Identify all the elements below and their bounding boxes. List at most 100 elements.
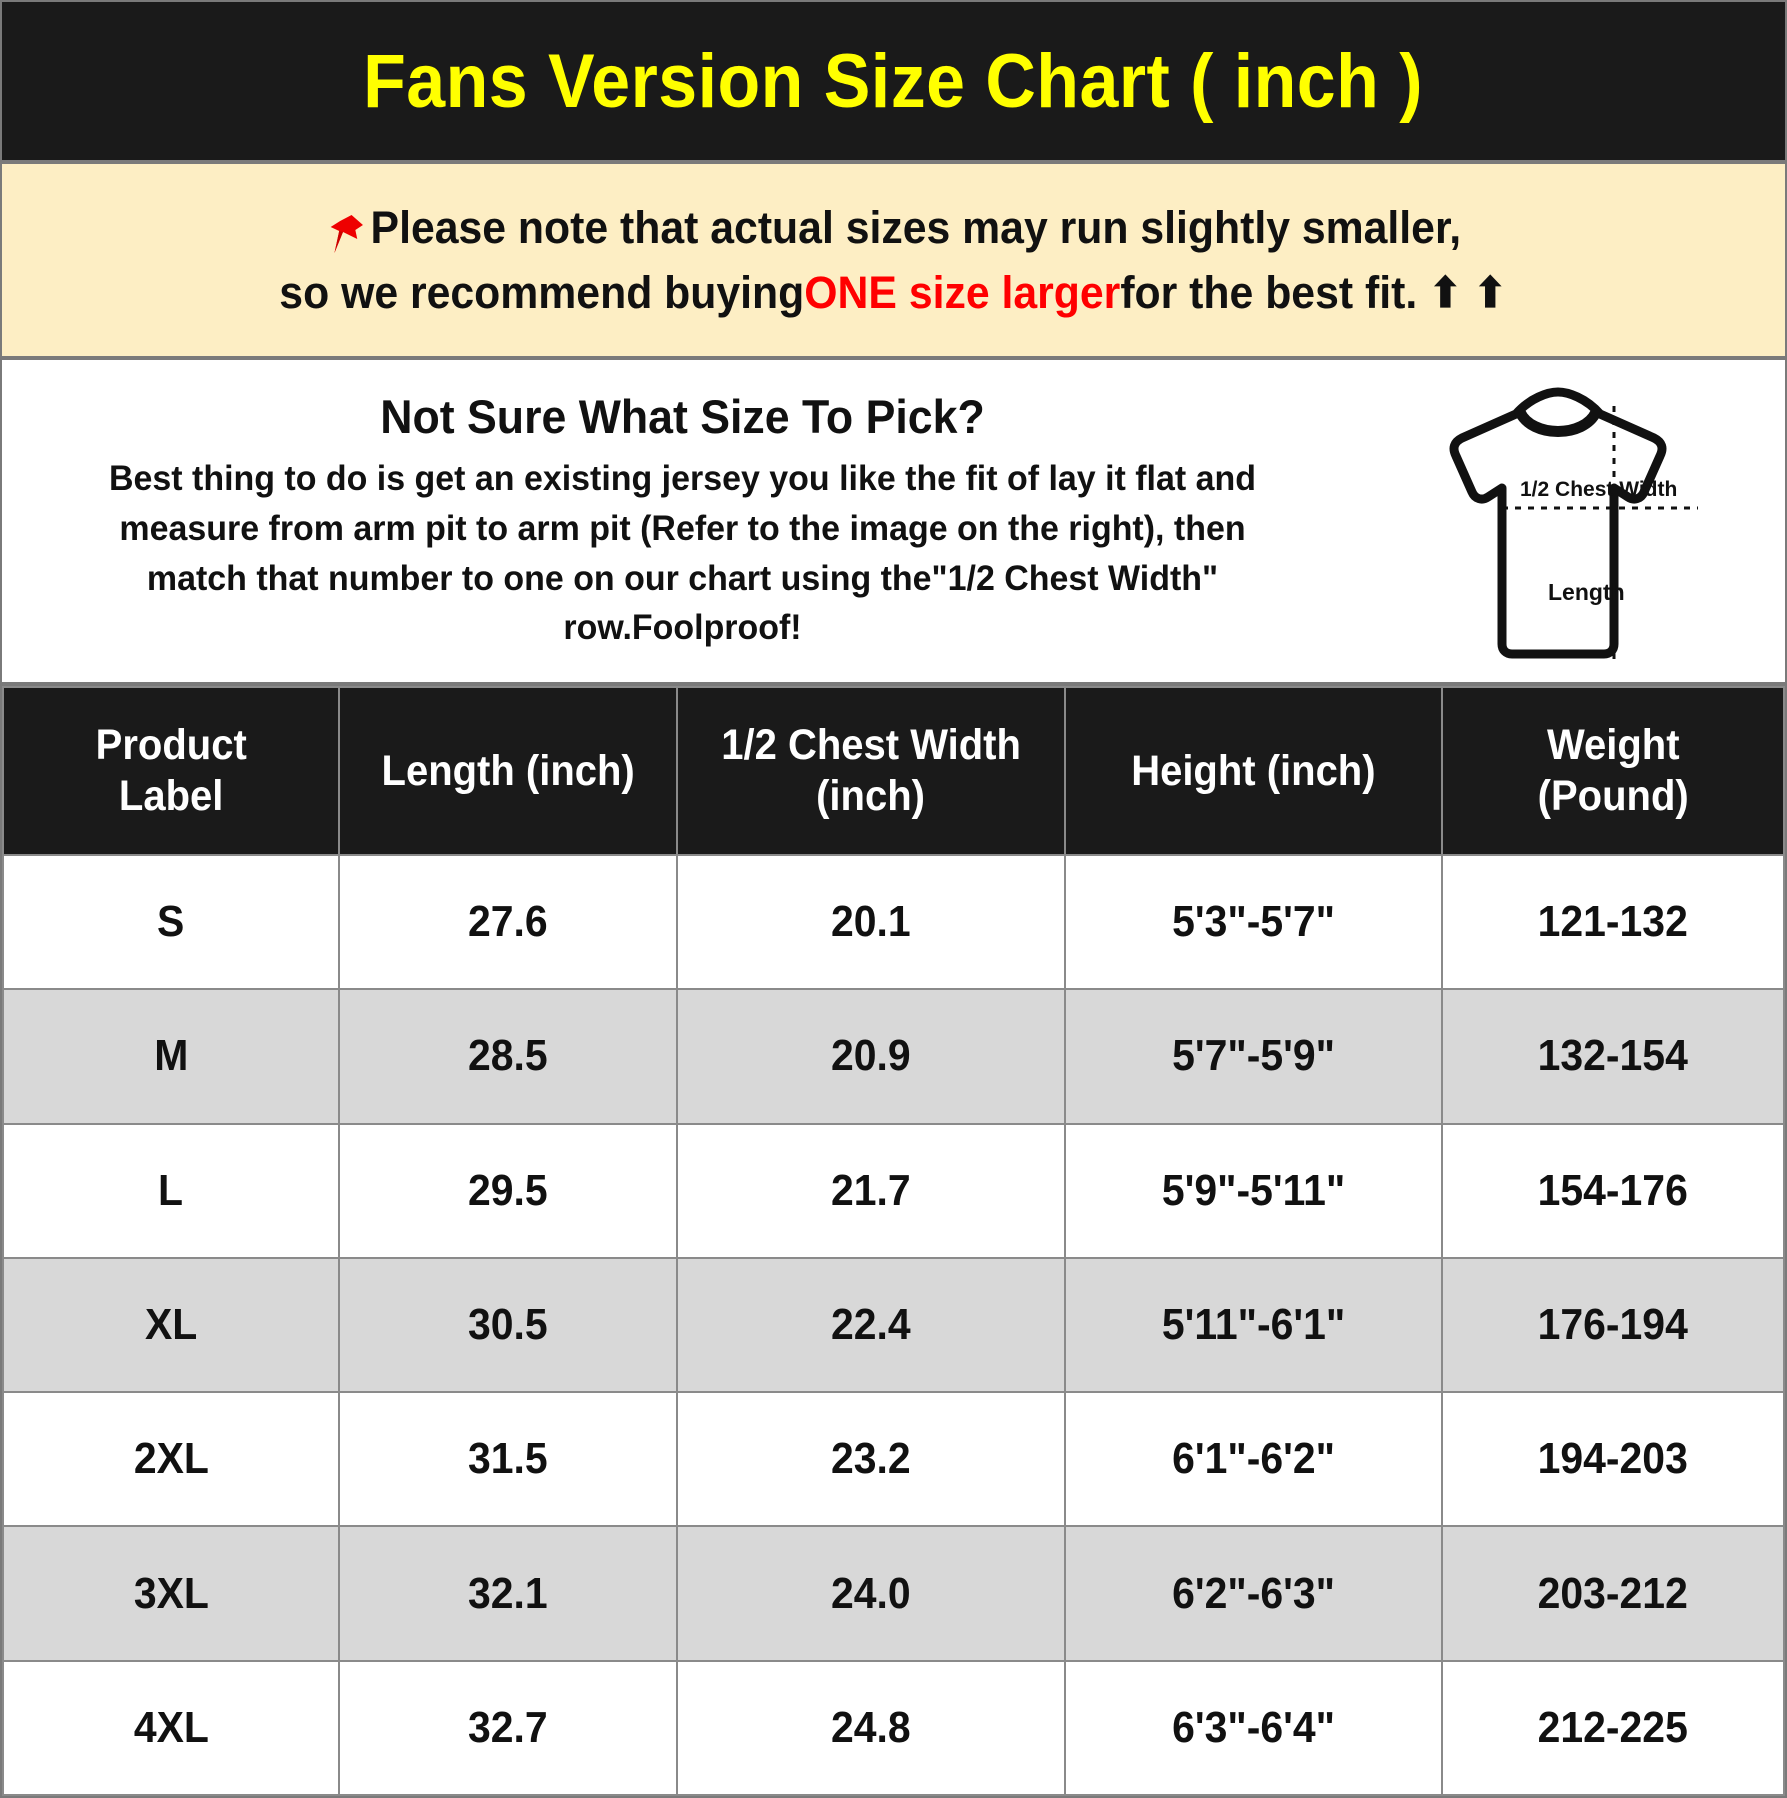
size-cell-length-text: 28.5	[468, 1031, 548, 1081]
size-cell-weight-text: 132-154	[1537, 1031, 1689, 1081]
size-cell-chest: 20.1	[675, 853, 1066, 991]
size-cell-chest-text: 24.0	[830, 1568, 911, 1618]
size-cell-weight-text: 212-225	[1537, 1702, 1689, 1752]
size-cell-weight-text: 194-203	[1537, 1434, 1689, 1484]
column-header-height: Height (inch)	[1063, 686, 1443, 856]
table-row: XL 30.5 22.4 5'11"-6'1" 176-194	[2, 1256, 1785, 1394]
note-text-2a: so we recommend buying	[279, 267, 805, 318]
size-cell-height-text: 5'11"-6'1"	[1161, 1299, 1345, 1349]
size-cell-chest: 24.8	[675, 1659, 1066, 1796]
table-row: S 27.6 20.1 5'3"-5'7" 121-132	[2, 853, 1785, 991]
size-cell-label: 4XL	[2, 1659, 340, 1796]
pushpin-icon	[326, 208, 366, 254]
size-cell-label-text: 2XL	[133, 1434, 209, 1484]
column-header-chest-width: 1/2 Chest Width (inch)	[675, 686, 1066, 856]
size-cell-chest-text: 20.1	[830, 897, 911, 947]
header-line-a: Weight	[1546, 721, 1680, 770]
size-cell-chest-text: 20.9	[830, 1031, 911, 1081]
size-cell-height-text: 5'9"-5'11"	[1161, 1165, 1345, 1215]
size-table-body: S 27.6 20.1 5'3"-5'7" 121-132 M 28.5 20.9 5'7"-5…	[2, 853, 1785, 1796]
arrow-up-icon-1: ⬆	[1429, 268, 1463, 316]
size-cell-height-text: 6'1"-6'2"	[1171, 1434, 1335, 1484]
size-cell-label: L	[2, 1122, 340, 1259]
size-cell-length: 30.5	[337, 1256, 678, 1394]
header-line-a: Height (inch)	[1131, 746, 1376, 795]
column-header-length: Length (inch)	[337, 686, 678, 856]
size-cell-weight-text: 203-212	[1537, 1568, 1689, 1618]
table-row: M 28.5 20.9 5'7"-5'9" 132-154	[2, 988, 1785, 1125]
size-cell-length: 27.6	[337, 853, 678, 991]
size-cell-height-text: 6'3"-6'4"	[1171, 1702, 1335, 1752]
size-cell-weight: 212-225	[1440, 1659, 1785, 1796]
header-line-b: (Pound)	[1537, 772, 1689, 820]
size-cell-label-text: L	[158, 1165, 184, 1215]
size-cell-weight-text: 154-176	[1537, 1165, 1689, 1215]
size-cell-chest-text: 23.2	[830, 1434, 911, 1484]
arrow-up-icon-2: ⬆	[1473, 268, 1508, 316]
table-header-row: Product Label Length (inch) 1/2 Chest Wi…	[2, 686, 1785, 856]
size-cell-length: 31.5	[337, 1391, 678, 1528]
help-body-line-4: row.Foolproof!	[563, 608, 802, 648]
size-cell-height: 5'9"-5'11"	[1063, 1122, 1443, 1259]
size-cell-length-text: 27.6	[468, 897, 548, 947]
size-cell-height: 5'7"-5'9"	[1063, 988, 1443, 1125]
size-cell-chest: 23.2	[675, 1391, 1066, 1528]
help-body-line-1: Best thing to do is get an existing jers…	[109, 459, 1256, 499]
size-cell-chest-text: 22.4	[830, 1299, 911, 1349]
size-cell-height: 6'2"-6'3"	[1063, 1525, 1443, 1662]
header-line-b: (inch)	[816, 772, 926, 820]
tshirt-diagram-wrap: 1/2 Chest Width Length	[1365, 371, 1785, 671]
size-cell-label: S	[2, 853, 340, 991]
size-cell-label: M	[2, 988, 340, 1125]
size-cell-height: 6'3"-6'4"	[1063, 1659, 1443, 1796]
size-cell-length-text: 29.5	[468, 1165, 548, 1215]
size-cell-chest-text: 24.8	[830, 1702, 911, 1752]
size-cell-length: 29.5	[337, 1122, 678, 1259]
size-cell-weight: 121-132	[1440, 853, 1785, 991]
size-cell-weight: 203-212	[1440, 1525, 1785, 1662]
size-cell-length: 32.1	[337, 1525, 678, 1662]
size-cell-weight-text: 176-194	[1537, 1299, 1689, 1349]
size-cell-height-text: 5'7"-5'9"	[1171, 1031, 1335, 1081]
size-cell-length-text: 30.5	[468, 1299, 548, 1349]
chest-width-label: 1/2 Chest Width	[1520, 478, 1677, 501]
size-cell-height: 5'3"-5'7"	[1063, 853, 1443, 991]
help-body-line-2: measure from arm pit to arm pit (Refer t…	[119, 508, 1246, 548]
title-banner: Fans Version Size Chart ( inch )	[2, 2, 1785, 164]
header-line-b: Label	[118, 772, 224, 820]
size-cell-label: 3XL	[2, 1525, 340, 1662]
size-cell-height-text: 6'2"-6'3"	[1171, 1568, 1335, 1618]
header-line-a: Length (inch)	[381, 746, 635, 795]
note-line-2: so we recommend buying ONE size larger f…	[280, 260, 1508, 325]
help-body-line-3: match that number to one on our chart us…	[146, 558, 1219, 598]
note-highlight: ONE size larger	[804, 267, 1121, 318]
size-cell-chest: 20.9	[675, 988, 1066, 1125]
page-title: Fans Version Size Chart ( inch )	[363, 38, 1424, 124]
size-cell-weight: 154-176	[1440, 1122, 1785, 1259]
size-cell-label-text: M	[153, 1031, 188, 1081]
note-banner: Please note that actual sizes may run sl…	[2, 164, 1785, 360]
tshirt-measurement-diagram: 1/2 Chest Width Length	[1449, 387, 1698, 662]
header-line-a: Product	[95, 721, 247, 770]
header-line-a: 1/2 Chest Width	[720, 721, 1021, 770]
size-cell-length-text: 32.1	[468, 1568, 548, 1618]
table-row: 3XL 32.1 24.0 6'2"-6'3" 203-212	[2, 1525, 1785, 1662]
size-cell-label-text: 4XL	[133, 1702, 209, 1752]
length-label: Length	[1548, 579, 1625, 605]
note-line-1: Please note that actual sizes may run sl…	[326, 195, 1461, 260]
size-cell-weight: 176-194	[1440, 1256, 1785, 1394]
size-cell-label-text: S	[157, 897, 185, 947]
size-cell-label: XL	[2, 1256, 340, 1394]
size-cell-chest: 21.7	[675, 1122, 1066, 1259]
size-cell-weight: 194-203	[1440, 1391, 1785, 1528]
size-cell-label: 2XL	[2, 1391, 340, 1528]
column-header-product-label: Product Label	[2, 686, 340, 856]
help-text-block: Not Sure What Size To Pick? Best thing t…	[2, 389, 1365, 653]
size-table-head: Product Label Length (inch) 1/2 Chest Wi…	[2, 686, 1785, 856]
size-cell-length: 28.5	[337, 988, 678, 1125]
size-cell-weight: 132-154	[1440, 988, 1785, 1125]
size-cell-weight-text: 121-132	[1537, 897, 1689, 947]
help-section: Not Sure What Size To Pick? Best thing t…	[2, 360, 1785, 686]
size-cell-label-text: 3XL	[133, 1568, 209, 1618]
